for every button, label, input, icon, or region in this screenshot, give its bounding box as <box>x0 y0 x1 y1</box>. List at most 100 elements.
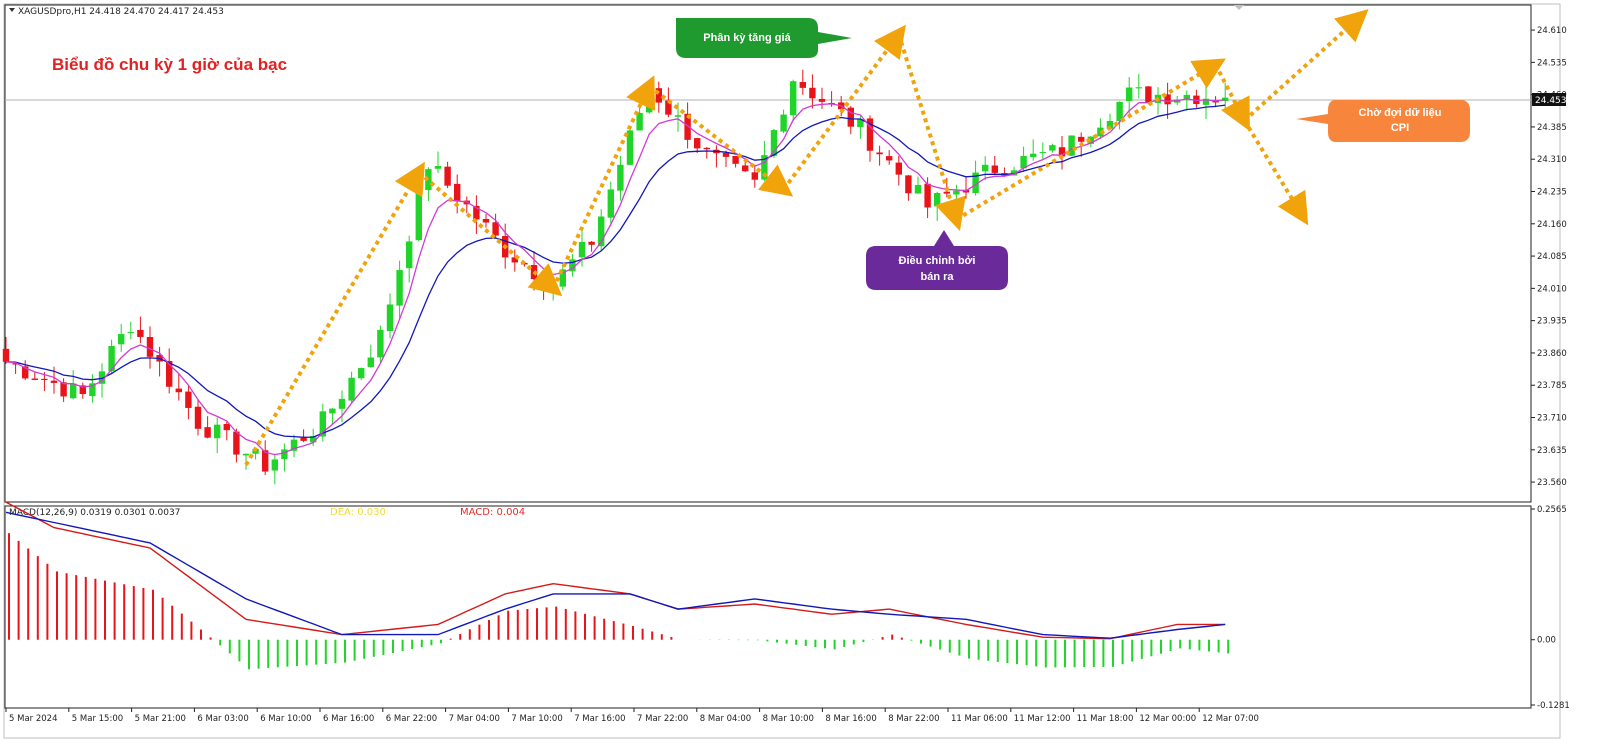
zigzag-segment <box>896 33 966 231</box>
price-tick-label: 24.010 <box>1537 284 1567 294</box>
symbol-dropdown-icon[interactable] <box>9 8 15 12</box>
ma-slow-line <box>5 104 1226 438</box>
macd-panel-frame <box>4 505 1532 709</box>
candle-body <box>511 257 518 263</box>
candle-body <box>972 172 979 194</box>
macd-tick-label: -0.1281 <box>1537 701 1570 711</box>
candle-body <box>415 188 422 241</box>
price-tick-label: 23.560 <box>1537 478 1567 488</box>
candle-body <box>991 165 998 173</box>
candle-body <box>146 336 154 357</box>
price-tick-label: 23.935 <box>1537 317 1567 327</box>
price-tick-label: 24.535 <box>1537 58 1567 68</box>
zigzag-segment <box>781 24 906 191</box>
signal-line <box>5 511 1226 639</box>
candle-body <box>1183 94 1190 99</box>
candle-body <box>780 114 787 132</box>
zigzag-segment <box>955 58 1226 222</box>
time-x-axis: 5 Mar 2024 5 Mar 15:00 5 Mar 21:00 6 Mar 03… <box>5 708 1259 724</box>
macd-histogram <box>8 533 1230 670</box>
candle-body <box>751 172 758 180</box>
candle-body <box>943 191 950 194</box>
candle-body <box>742 165 749 172</box>
time-tick-label: 12 Mar 07:00 <box>1202 714 1259 724</box>
time-tick-label: 7 Mar 10:00 <box>511 714 562 724</box>
candle-body <box>905 175 912 194</box>
candle-body <box>473 205 480 220</box>
candle-body <box>482 218 490 223</box>
candle-body <box>1087 136 1094 144</box>
candle-body <box>492 222 499 236</box>
candle-body <box>242 453 250 456</box>
candle-body <box>444 166 451 186</box>
candle-body <box>1164 94 1171 105</box>
candle-body <box>175 388 182 393</box>
zigzag-segment <box>417 170 563 297</box>
correction-label-2: bán ra <box>920 271 954 283</box>
time-tick-label: 7 Mar 04:00 <box>449 714 500 724</box>
candle-body <box>185 391 192 408</box>
candle-body <box>694 138 701 149</box>
candle-body <box>1145 86 1152 103</box>
zigzag-segment <box>244 161 425 466</box>
candle-body <box>223 423 230 431</box>
candle-body <box>358 368 365 379</box>
candle-body <box>31 378 38 380</box>
zigzag-forecast-down <box>1242 119 1309 226</box>
candle-body <box>982 164 989 172</box>
candle-body <box>425 169 432 191</box>
candle-body <box>22 366 29 379</box>
candle-body <box>108 346 115 372</box>
time-tick-label: 5 Mar 2024 <box>9 714 57 724</box>
candle-body <box>857 119 864 128</box>
price-tick-label: 24.085 <box>1537 252 1567 262</box>
candle-body <box>1020 155 1027 169</box>
candle-body <box>338 398 346 409</box>
zigzag-segment <box>551 75 656 290</box>
divergence-callout: Phân kỳ tăng giá <box>676 18 852 58</box>
candle-body <box>377 329 384 358</box>
candle-body <box>386 304 394 331</box>
price-tick-label: 23.635 <box>1537 446 1567 456</box>
correction-label-1: Điều chỉnh bởi <box>899 255 976 267</box>
candle-body <box>732 155 739 164</box>
time-tick-label: 11 Mar 18:00 <box>1077 714 1134 724</box>
macd-line <box>5 501 1226 640</box>
macd-y-axis: 0.2565 0.00 -0.1281 <box>1531 505 1570 711</box>
dea-label: DEA: 0.030 <box>330 507 386 518</box>
candle-body <box>1039 152 1046 154</box>
candle-body <box>271 459 278 471</box>
macd-info: MACD(12,26,9) 0.0319 0.0301 0.0037 <box>9 508 180 518</box>
candle-body <box>12 363 19 365</box>
candle-body <box>722 152 730 157</box>
candle-body <box>137 329 144 337</box>
outer-frame <box>3 3 1561 739</box>
candle-body <box>262 450 269 472</box>
macd-tick-label: 0.2565 <box>1537 505 1567 515</box>
current-price-tag <box>1532 93 1566 106</box>
cpi-label-1: Chờ đợi dữ liệu <box>1359 107 1442 119</box>
time-tick-label: 6 Mar 03:00 <box>197 714 248 724</box>
macd-label: MACD: 0.004 <box>460 507 525 518</box>
candle-body <box>636 112 643 131</box>
candle-body <box>588 241 595 245</box>
ma-fast-line <box>5 98 1226 456</box>
macd-tick-label: 0.00 <box>1537 636 1556 646</box>
candle-body <box>703 147 710 150</box>
candle-body <box>847 107 854 127</box>
zigzag-segment <box>1243 9 1369 122</box>
price-tick-label: 24.160 <box>1537 220 1567 230</box>
cpi-label-2: CPI <box>1391 122 1409 134</box>
candle-body <box>665 100 672 115</box>
zigzag-segment <box>1213 63 1250 132</box>
candle-body <box>799 82 806 88</box>
candle-body <box>1106 120 1114 129</box>
candle-body <box>1116 101 1123 121</box>
candle-body <box>2 348 10 362</box>
candle-body <box>895 162 902 175</box>
candle-body <box>559 269 566 287</box>
candle-body <box>655 88 662 103</box>
candle-body <box>1049 145 1056 151</box>
price-tick-label: 24.235 <box>1537 188 1567 198</box>
